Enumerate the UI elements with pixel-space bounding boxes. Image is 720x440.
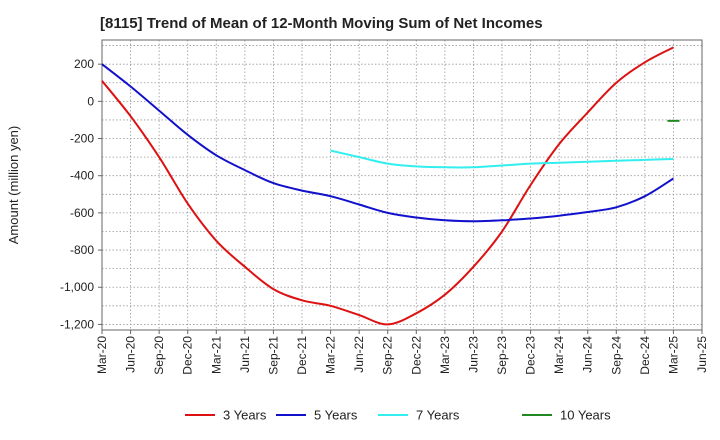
y-tick-label: 0	[87, 94, 94, 108]
x-tick-label: Mar-25	[666, 336, 680, 374]
x-tick-label: Jun-23	[466, 336, 480, 373]
x-tick-label: Dec-23	[524, 336, 538, 375]
x-tick-label: Dec-24	[638, 336, 652, 375]
x-tick-label: Jun-22	[352, 336, 366, 373]
y-tick-label: 200	[74, 57, 94, 71]
legend: 3 Years 5 Years 7 Years 10 Years	[185, 408, 611, 423]
x-tick-label: Mar-23	[438, 336, 452, 374]
y-tick-label: -200	[70, 132, 94, 146]
legend-label-7-years: 7 Years	[416, 408, 460, 423]
x-tick-label: Mar-20	[95, 336, 109, 374]
y-axis-label: Amount (million yen)	[6, 126, 21, 245]
y-tick-label: -1,000	[60, 280, 94, 294]
x-tick-label: Sep-22	[381, 336, 395, 375]
x-tick-label: Jun-24	[581, 336, 595, 373]
series-lines	[101, 46, 680, 326]
x-tick-label: Mar-21	[209, 336, 223, 374]
x-tick-label: Jun-21	[238, 336, 252, 373]
x-tick-label: Sep-20	[152, 336, 166, 375]
y-tick-label: -800	[70, 243, 94, 257]
x-tick-label: Sep-24	[609, 336, 623, 375]
series-line-7-years	[330, 149, 674, 169]
x-tick-label: Jun-20	[124, 336, 138, 373]
legend-label-3-years: 3 Years	[223, 408, 267, 423]
y-tick-label: -1,200	[60, 317, 94, 331]
legend-label-10-years: 10 Years	[560, 408, 611, 423]
x-tick-label: Mar-22	[324, 336, 338, 374]
plot-area	[102, 40, 702, 330]
x-tick-label: Mar-24	[552, 336, 566, 374]
y-tick-label: -400	[70, 169, 94, 183]
y-axis: 200 0 -200 -400 -600 -800 -1,000 -1,200	[60, 57, 102, 331]
x-tick-label: Sep-23	[495, 336, 509, 375]
x-tick-label: Sep-21	[266, 336, 280, 375]
chart-title: [8115] Trend of Mean of 12-Month Moving …	[100, 15, 543, 32]
legend-label-5-years: 5 Years	[314, 408, 358, 423]
series-line-5-years	[101, 63, 674, 223]
x-tick-label: Dec-20	[181, 336, 195, 375]
series-line-3-years	[101, 46, 674, 326]
x-tick-label: Dec-21	[295, 336, 309, 375]
x-tick-label: Dec-22	[409, 336, 423, 375]
plot-frame	[101, 39, 703, 331]
x-tick-label: Jun-25	[695, 336, 709, 373]
y-tick-label: -600	[70, 206, 94, 220]
x-axis: Mar-20 Jun-20 Sep-20 Dec-20 Mar-21 Jun-21 Sep-…	[95, 330, 709, 375]
